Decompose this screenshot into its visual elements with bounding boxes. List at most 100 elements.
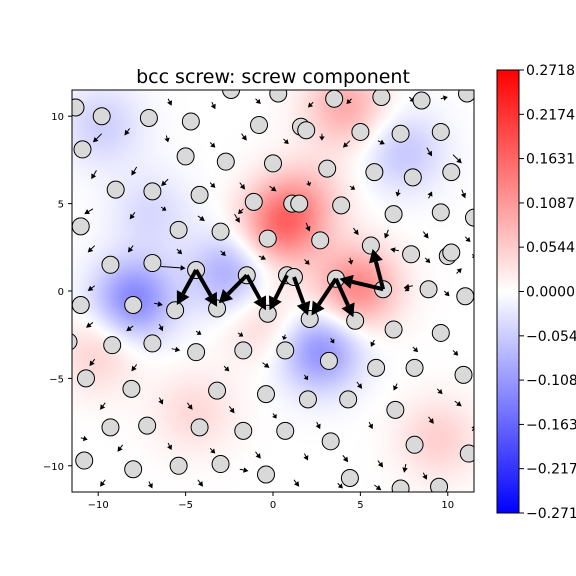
x-axis: −10 −5 0 5 10: [88, 492, 454, 511]
small-arrow: [89, 358, 96, 367]
atom-marker: [365, 163, 384, 182]
atom-marker: [351, 122, 370, 141]
atom-marker: [458, 90, 474, 103]
atom-marker: [456, 287, 474, 306]
small-arrow: [99, 479, 106, 487]
small-arrow: [147, 481, 153, 489]
core-arrow: [176, 269, 198, 305]
small-arrow: [303, 374, 309, 381]
small-arrow: [269, 185, 277, 192]
atom-marker: [92, 107, 111, 126]
small-arrow: [281, 334, 288, 340]
atom-marker: [297, 121, 316, 140]
small-arrow: [368, 421, 373, 430]
small-arrow: [305, 222, 311, 232]
atom-marker: [269, 90, 288, 103]
core-arrow: [368, 249, 386, 290]
small-arrow: [272, 413, 277, 419]
small-arrow: [422, 231, 429, 239]
atom-marker: [208, 381, 227, 400]
atom-marker: [405, 358, 424, 377]
small-arrow: [377, 460, 384, 468]
x-tick-label: 10: [441, 500, 454, 511]
atom-marker: [402, 245, 421, 264]
core-displacement-arrows: [176, 249, 386, 318]
small-arrow: [346, 98, 353, 104]
small-arrow: [412, 346, 419, 353]
atom-marker: [412, 91, 431, 110]
atom-marker: [459, 444, 474, 463]
small-arrow: [92, 133, 103, 143]
small-arrow: [422, 472, 428, 480]
small-arrow: [161, 265, 186, 271]
small-arrow: [87, 245, 96, 253]
atom-marker: [332, 196, 351, 215]
core-arrow: [194, 269, 218, 307]
atom-marker: [176, 147, 195, 166]
colorbar-tick-label: −0.0544: [526, 329, 576, 345]
small-arrow: [456, 268, 462, 274]
atom-marker: [258, 304, 277, 323]
atom-marker: [290, 194, 309, 213]
small-arrow: [426, 147, 433, 157]
small-arrow: [127, 245, 134, 253]
small-arrow: [304, 259, 310, 265]
small-arrow: [129, 212, 136, 220]
y-axis: −10 −5 0 5 10: [43, 112, 72, 473]
atom-marker: [234, 341, 253, 360]
small-arrow: [117, 444, 124, 452]
small-arrow: [349, 185, 356, 190]
atom-marker: [391, 124, 410, 143]
small-arrow: [377, 139, 385, 145]
atom-marker: [257, 465, 276, 484]
atom-marker: [72, 217, 90, 236]
atom-marker: [216, 152, 235, 171]
small-arrow: [460, 189, 466, 199]
colorbar-tick-label: 0.0544: [526, 240, 575, 256]
atom-marker: [72, 295, 90, 314]
atom-marker: [124, 460, 143, 479]
small-arrow: [390, 247, 399, 253]
atom-marker: [124, 295, 143, 314]
atom-marker: [431, 122, 450, 141]
plot-area: [71, 89, 475, 493]
small-arrow: [452, 154, 462, 164]
atom-marker: [276, 421, 295, 440]
x-tick-label: 5: [357, 500, 363, 511]
atom-marker: [143, 334, 162, 353]
small-arrow: [209, 182, 216, 188]
small-arrow: [427, 191, 433, 199]
small-arrow: [395, 189, 401, 197]
small-arrow: [428, 416, 434, 424]
atom-marker: [211, 222, 230, 241]
heatmap-field: [72, 90, 474, 492]
small-arrow: [223, 365, 230, 372]
atom-marker: [143, 254, 162, 273]
atom-marker: [442, 163, 461, 182]
small-arrow: [228, 406, 235, 414]
atom-marker: [76, 369, 95, 388]
small-arrow: [87, 285, 96, 291]
chart-title: bcc screw: screw component: [136, 66, 410, 88]
atom-marker: [300, 309, 319, 328]
y-tick-label: −5: [49, 374, 64, 385]
y-tick-label: −10: [43, 462, 64, 473]
y-tick-label: 0: [58, 287, 64, 298]
atom-marker: [325, 90, 344, 108]
small-arrow: [210, 102, 216, 110]
colorbar-tick-label: −0.1087: [526, 373, 576, 389]
y-tick-label: 10: [51, 112, 64, 123]
atom-marker: [403, 168, 422, 187]
atom-marker: [211, 455, 230, 474]
atom-marker: [321, 432, 340, 451]
small-arrow: [319, 133, 325, 141]
small-arrow: [237, 332, 244, 337]
atom-marker: [72, 333, 78, 350]
atom-marker: [103, 336, 122, 355]
atom-marker: [264, 154, 282, 173]
x-tick-label: −5: [178, 500, 193, 511]
small-arrow: [238, 208, 244, 215]
small-arrow: [167, 442, 172, 451]
small-arrow: [164, 135, 170, 143]
atom-marker: [318, 159, 337, 178]
